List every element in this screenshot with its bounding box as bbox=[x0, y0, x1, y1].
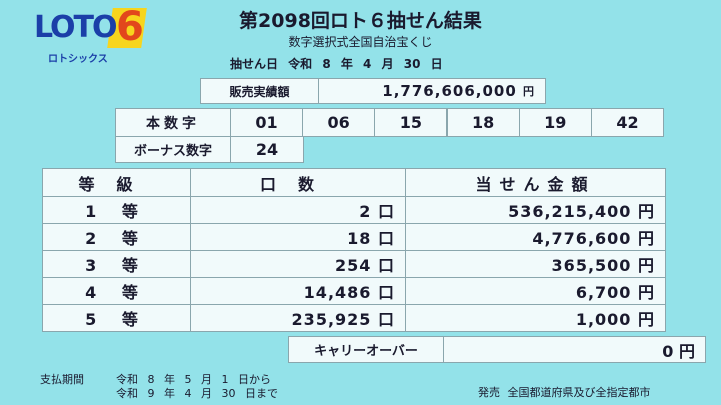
header-cell: 等級 bbox=[42, 168, 191, 197]
sales-amount: 1,776,606,000 bbox=[382, 82, 517, 100]
winners-cell: 18 口 bbox=[190, 223, 406, 251]
prize-cell: 1,000 円 bbox=[405, 304, 666, 332]
subtitle: 数字選択式全国自治宝くじ bbox=[288, 35, 433, 49]
winners-cell: 254 口 bbox=[190, 250, 406, 278]
grade-cell: 2 等 bbox=[42, 223, 191, 251]
bonus-number: 24 bbox=[230, 136, 304, 163]
main-number: 19 bbox=[518, 108, 592, 137]
prize-cell: 365,500 円 bbox=[405, 250, 666, 278]
period-label: 支払期間 bbox=[40, 373, 84, 386]
main-number: 42 bbox=[591, 108, 664, 137]
grade-cell: 3 等 bbox=[42, 250, 191, 278]
main-number: 18 bbox=[446, 108, 520, 137]
carryover-value: 0 円 bbox=[443, 336, 706, 363]
prize-cell: 4,776,600 円 bbox=[405, 223, 666, 251]
sales-value: 1,776,606,000 円 bbox=[318, 78, 546, 104]
grade-cell: 1 等 bbox=[42, 196, 191, 224]
winners-cell: 235,925 口 bbox=[190, 304, 406, 332]
main-number: 15 bbox=[374, 108, 448, 137]
prize-cell: 536,215,400 円 bbox=[405, 196, 666, 224]
draw-date: 抽せん日 令和 8 年 4 月 30 日 bbox=[230, 57, 443, 71]
prize-cell: 6,700 円 bbox=[405, 277, 666, 305]
winners-cell: 14,486 口 bbox=[190, 277, 406, 305]
period-end: 令和 9 年 4 月 30 日まで bbox=[116, 387, 278, 400]
main-number: 06 bbox=[302, 108, 376, 137]
sales-unit: 円 bbox=[523, 85, 535, 98]
winners-cell: 2 口 bbox=[190, 196, 406, 224]
main-number: 01 bbox=[230, 108, 303, 137]
header-cell: 当せん金額 bbox=[405, 168, 666, 197]
sales-label: 販売実績額 bbox=[200, 78, 319, 104]
logo-digit: 6 bbox=[116, 4, 144, 50]
logo: LOTO 6 ロトシックス bbox=[30, 4, 150, 66]
carryover-label: キャリーオーバー bbox=[288, 336, 444, 363]
grade-cell: 4 等 bbox=[42, 277, 191, 305]
logo-kana: ロトシックス bbox=[48, 54, 108, 65]
grade-cell: 5 等 bbox=[42, 304, 191, 332]
numbers-label: 本数字 bbox=[115, 108, 231, 137]
logo-text: LOTO bbox=[34, 10, 118, 45]
seller: 発売 全国都道府県及び全指定都市 bbox=[478, 386, 651, 399]
bonus-label: ボーナス数字 bbox=[115, 136, 231, 163]
period-start: 令和 8 年 5 月 1 日から bbox=[116, 373, 271, 386]
title: 第2098回ロト６抽せん結果 bbox=[239, 10, 482, 32]
header-cell: 口数 bbox=[190, 168, 406, 197]
